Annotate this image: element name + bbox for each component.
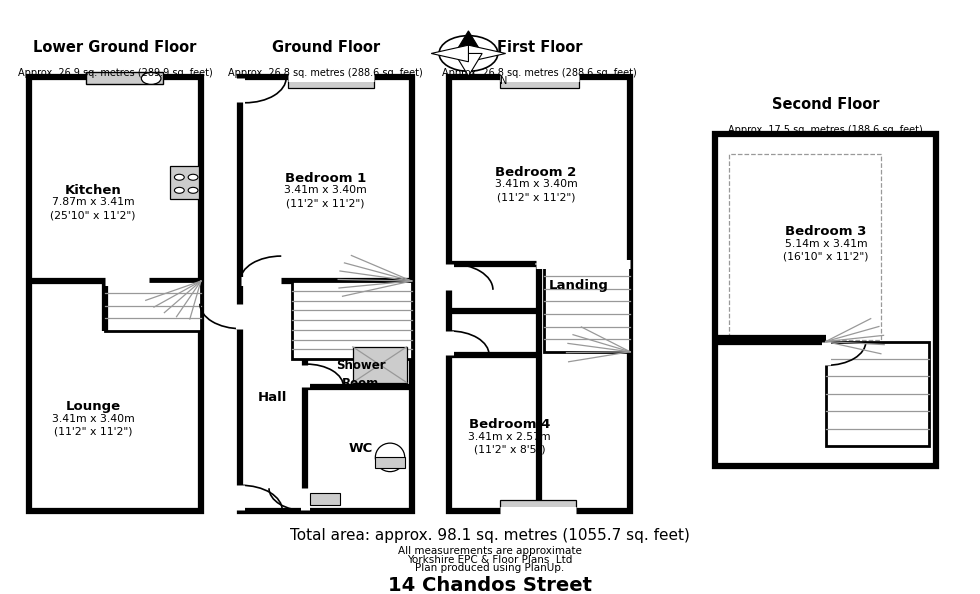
- Bar: [310, 493, 340, 505]
- Bar: [728, 154, 881, 340]
- Text: Lounge: Lounge: [66, 400, 121, 413]
- Text: Kitchen: Kitchen: [65, 184, 122, 197]
- Bar: [86, 72, 163, 84]
- Text: Approx. 17.5 sq. metres (188.6 sq. feet): Approx. 17.5 sq. metres (188.6 sq. feet): [728, 125, 923, 135]
- Text: 3.41m x 3.40m: 3.41m x 3.40m: [284, 185, 367, 195]
- Circle shape: [188, 187, 198, 193]
- Text: Ground Floor: Ground Floor: [271, 40, 380, 55]
- Text: Approx. 26.8 sq. metres (288.6 sq. feet): Approx. 26.8 sq. metres (288.6 sq. feet): [228, 68, 423, 78]
- Text: Shower: Shower: [336, 359, 385, 372]
- Text: 3.41m x 3.40m: 3.41m x 3.40m: [495, 179, 577, 189]
- Polygon shape: [455, 31, 482, 53]
- Text: (11'2" x 11'2"): (11'2" x 11'2"): [54, 427, 132, 437]
- Polygon shape: [468, 45, 506, 62]
- Polygon shape: [431, 45, 468, 62]
- Text: WC: WC: [349, 442, 372, 455]
- Text: Bedroom 1: Bedroom 1: [285, 172, 366, 185]
- Bar: [375, 457, 405, 468]
- Text: 5.14m x 3.41m: 5.14m x 3.41m: [785, 239, 867, 248]
- Circle shape: [174, 187, 184, 193]
- Text: (16'10" x 11'2"): (16'10" x 11'2"): [783, 252, 869, 261]
- Text: Approx. 26.8 sq. metres (288.6 sq. feet): Approx. 26.8 sq. metres (288.6 sq. feet): [442, 68, 637, 78]
- Text: Bedroom 2: Bedroom 2: [496, 166, 576, 179]
- Ellipse shape: [375, 443, 405, 472]
- Text: Plan produced using PlanUp.: Plan produced using PlanUp.: [416, 563, 564, 573]
- Bar: [170, 166, 199, 198]
- Text: 14 Chandos Street: 14 Chandos Street: [388, 576, 592, 594]
- Text: N: N: [500, 76, 508, 86]
- Bar: [288, 77, 373, 88]
- Text: First Floor: First Floor: [497, 40, 582, 55]
- Circle shape: [174, 174, 184, 180]
- Text: (11'2" x 11'2"): (11'2" x 11'2"): [497, 192, 575, 202]
- Polygon shape: [455, 53, 482, 76]
- Bar: [353, 347, 407, 383]
- Text: (11'2" x 8'5"): (11'2" x 8'5"): [473, 445, 546, 454]
- Bar: [449, 77, 630, 511]
- Bar: [825, 342, 929, 446]
- Text: 7.87m x 3.41m: 7.87m x 3.41m: [52, 197, 134, 207]
- Bar: [292, 281, 412, 359]
- Bar: [105, 281, 201, 331]
- Text: Bedroom 3: Bedroom 3: [785, 225, 867, 238]
- Text: Bedroom 4: Bedroom 4: [468, 418, 551, 431]
- Text: (11'2" x 11'2"): (11'2" x 11'2"): [286, 198, 365, 208]
- Text: 3.41m x 2.57m: 3.41m x 2.57m: [468, 432, 551, 441]
- Text: Total area: approx. 98.1 sq. metres (1055.7 sq. feet): Total area: approx. 98.1 sq. metres (105…: [290, 528, 690, 544]
- Bar: [240, 77, 412, 511]
- Text: All measurements are approximate: All measurements are approximate: [398, 546, 582, 556]
- Circle shape: [439, 36, 498, 71]
- Text: 3.41m x 3.40m: 3.41m x 3.40m: [52, 414, 134, 424]
- Text: Yorkshire EPC & Floor Plans  Ltd: Yorkshire EPC & Floor Plans Ltd: [408, 555, 572, 564]
- Bar: [500, 500, 576, 511]
- Text: Approx. 26.9 sq. metres (289.9 sq. feet): Approx. 26.9 sq. metres (289.9 sq. feet): [18, 68, 213, 78]
- Bar: [500, 77, 579, 88]
- Text: Second Floor: Second Floor: [772, 97, 879, 112]
- Text: Hall: Hall: [258, 391, 287, 405]
- Bar: [545, 264, 630, 352]
- Circle shape: [141, 72, 161, 84]
- Text: Room: Room: [342, 377, 379, 390]
- Circle shape: [188, 174, 198, 180]
- Text: Landing: Landing: [548, 279, 609, 292]
- Text: (25'10" x 11'2"): (25'10" x 11'2"): [50, 210, 136, 220]
- Bar: [715, 134, 936, 466]
- Text: Lower Ground Floor: Lower Ground Floor: [33, 40, 197, 55]
- Bar: [29, 77, 201, 511]
